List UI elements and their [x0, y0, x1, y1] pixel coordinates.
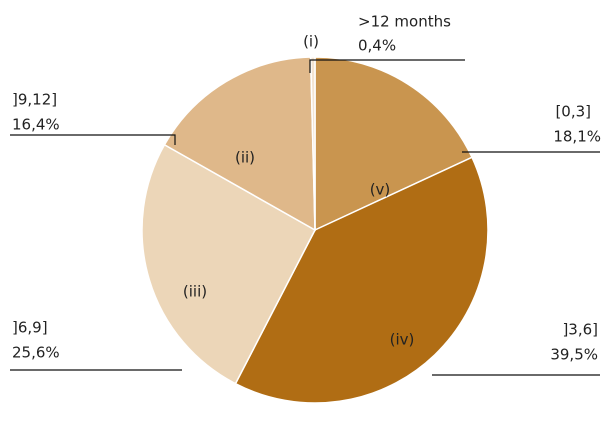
pie-slice	[141, 143, 316, 385]
value-label: 16,4%	[12, 116, 60, 134]
category-label: ]6,9]	[12, 319, 48, 337]
value-label: 25,6%	[12, 344, 60, 362]
pie-slice	[309, 56, 316, 231]
slice-label: (v)	[370, 181, 391, 199]
slice-label: (iv)	[390, 331, 415, 349]
pie-slice	[234, 156, 489, 404]
slice-label: (ii)	[235, 149, 255, 167]
leader-line	[10, 134, 176, 145]
pie-slice	[163, 56, 316, 232]
category-label: ]3,6]	[562, 321, 598, 339]
value-label: 18,1%	[553, 128, 601, 146]
category-label: >12 months	[358, 13, 451, 31]
leader-line	[309, 59, 465, 73]
category-label: ]9,12]	[12, 91, 57, 109]
value-label: 39,5%	[550, 346, 598, 364]
slice-label: (iii)	[183, 283, 207, 301]
pie-slice	[314, 56, 473, 232]
slice-label: (i)	[303, 33, 319, 51]
value-label: 0,4%	[358, 37, 396, 55]
category-label: [0,3]	[555, 103, 591, 121]
